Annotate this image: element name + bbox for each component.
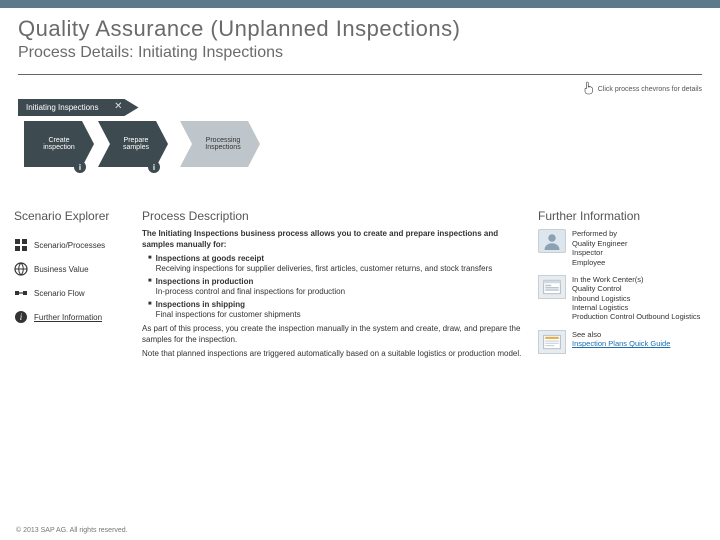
chevron-label: Create inspection	[32, 137, 86, 151]
header: Quality Assurance (Unplanned Inspections…	[0, 8, 720, 68]
description-bullets: Inspections at goods receiptReceiving in…	[148, 254, 530, 320]
flow-section-label: Initiating Inspections	[26, 103, 99, 112]
performed-by-block: Performed by Quality Engineer Inspector …	[538, 229, 708, 267]
description-intro: The Initiating Inspections business proc…	[142, 229, 530, 250]
nav-further-information[interactable]: i Further Information	[14, 305, 134, 329]
flow-icon	[14, 286, 28, 300]
hint-text: Click process chevrons for details	[598, 86, 702, 93]
pointer-icon	[584, 81, 594, 97]
nav-business-value[interactable]: Business Value	[14, 257, 134, 281]
nav-label: Scenario Flow	[34, 289, 85, 298]
grid-icon	[14, 238, 28, 252]
chevron-next-process[interactable]: Processing Inspections	[180, 121, 260, 167]
work-center-title: In the Work Center(s)	[572, 275, 644, 284]
chevron-prepare-samples[interactable]: Prepare samples	[98, 121, 168, 167]
nav-scenario-flow[interactable]: Scenario Flow	[14, 281, 134, 305]
nav-label: Business Value	[34, 265, 89, 274]
bullet-production: Inspections in productionIn-process cont…	[148, 277, 530, 297]
performed-by-title: Performed by	[572, 229, 617, 238]
flow-section-tab[interactable]: Initiating Inspections ✕	[18, 99, 139, 116]
top-accent-bar	[0, 0, 720, 8]
see-also-link[interactable]: Inspection Plans Quick Guide	[572, 339, 670, 348]
nav-scenario-processes[interactable]: Scenario/Processes	[14, 233, 134, 257]
process-description: Process Description The Initiating Inspe…	[142, 209, 530, 362]
nav-label: Scenario/Processes	[34, 241, 105, 250]
explorer-heading: Scenario Explorer	[14, 209, 134, 223]
avatar-icon	[538, 229, 566, 253]
further-information: Further Information Performed by Quality…	[538, 209, 708, 362]
hint-row: Click process chevrons for details	[0, 75, 720, 99]
document-icon	[538, 330, 566, 354]
see-also-title: See also	[572, 330, 601, 339]
page-subtitle: Process Details: Initiating Inspections	[18, 44, 702, 62]
bullet-goods-receipt: Inspections at goods receiptReceiving in…	[148, 254, 530, 274]
screenshot-icon	[538, 275, 566, 299]
scenario-explorer: Scenario Explorer Scenario/Processes Bus…	[14, 209, 134, 362]
description-p2: Note that planned inspections are trigge…	[142, 349, 530, 359]
page-title: Quality Assurance (Unplanned Inspections…	[18, 16, 702, 42]
close-icon[interactable]: ✕	[114, 101, 122, 112]
explorer-nav: Scenario/Processes Business Value Scenar…	[14, 233, 134, 329]
info-icon[interactable]: i	[74, 161, 86, 173]
nav-label: Further Information	[34, 313, 102, 322]
copyright: © 2013 SAP AG. All rights reserved.	[16, 527, 128, 534]
see-also-block: See also Inspection Plans Quick Guide	[538, 330, 708, 354]
info-icon: i	[14, 310, 28, 324]
bullet-shipping: Inspections in shippingFinal inspections…	[148, 300, 530, 320]
chevron-label: Prepare samples	[112, 137, 160, 151]
info-icon[interactable]: i	[148, 161, 160, 173]
process-flow: Initiating Inspections ✕ Create inspecti…	[0, 99, 720, 209]
work-center-block: In the Work Center(s) Quality Control In…	[538, 275, 708, 322]
chevron-label: Processing Inspections	[194, 137, 252, 151]
description-p1: As part of this process, you create the …	[142, 324, 530, 345]
globe-icon	[14, 262, 28, 276]
description-heading: Process Description	[142, 209, 530, 223]
further-heading: Further Information	[538, 209, 708, 223]
chevron-create-inspection[interactable]: Create inspection	[24, 121, 94, 167]
